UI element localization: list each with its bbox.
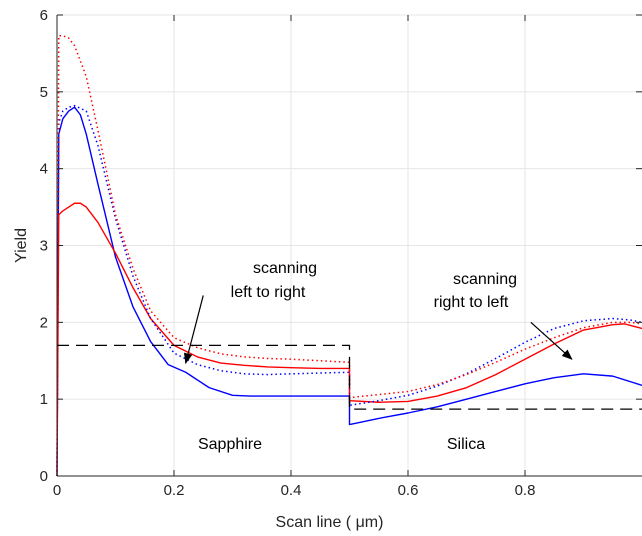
y-axis-label: Yield — [13, 228, 30, 263]
x-axis-label: Scan line ( μm) — [276, 514, 384, 531]
annotation-text: left to right — [231, 284, 306, 301]
y-tick-label: 5 — [40, 84, 48, 101]
series-line-1-solid — [56, 202, 642, 477]
annotation-text: Sapphire — [198, 436, 262, 453]
annotation-text: Silica — [447, 436, 485, 453]
y-tick-label: 0 — [40, 468, 48, 485]
series-layer — [56, 34, 642, 477]
y-tick-label: 4 — [40, 161, 48, 178]
x-tick-label: 0.2 — [164, 482, 185, 499]
series-line-3-dotted — [56, 34, 642, 477]
y-tick-label: 1 — [40, 391, 48, 408]
series-line-0-solid — [56, 106, 642, 477]
annotation-arrow — [530, 321, 573, 360]
x-tick-label: 0 — [53, 482, 61, 499]
y-tick-label: 6 — [40, 7, 48, 24]
y-tick-label: 2 — [40, 314, 48, 331]
x-tick-label: 0.8 — [515, 482, 536, 499]
annotation-text: scanning — [253, 260, 317, 277]
annotation-text: scanning — [453, 271, 517, 288]
annotation-text: right to left — [434, 294, 509, 311]
y-tick-label: 3 — [40, 238, 48, 255]
annotation-layer: scanning left to right scanning right to le… — [183, 260, 573, 453]
x-tick-label: 0.6 — [398, 482, 419, 499]
x-tick-label: 0.4 — [281, 482, 302, 499]
axes-layer: 0 0.2 0.4 0.6 0.8 0 1 2 3 4 5 6 Scan line ( μm) Yield — [13, 7, 642, 531]
series-line-4-dashed — [57, 344, 642, 410]
annotation-arrow — [183, 295, 204, 365]
